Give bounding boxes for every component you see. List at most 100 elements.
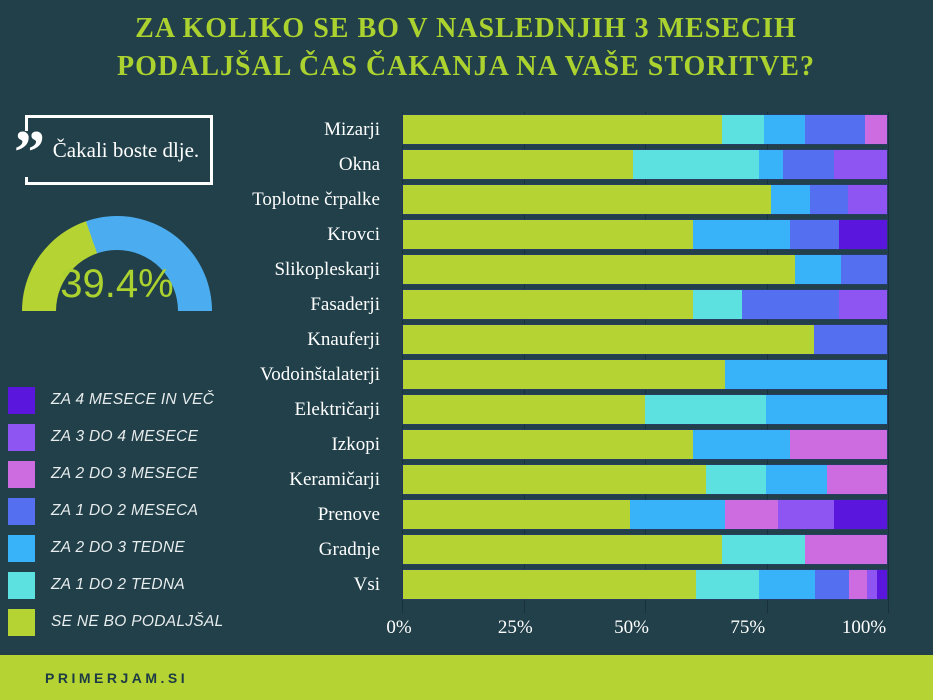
category-label: Gradnje — [318, 538, 380, 560]
bar-segment — [722, 535, 805, 564]
bar-segment — [403, 115, 723, 144]
chart-row: Električarji — [0, 392, 933, 427]
legend-item: ZA 4 MESECE IN VEČ — [8, 386, 224, 414]
chart-row: Krovci — [0, 217, 933, 252]
stacked-bar — [402, 464, 888, 495]
category-label: Krovci — [327, 223, 380, 245]
footer-bar: PRIMERJAM.SI — [0, 655, 933, 700]
bar-segment — [815, 570, 849, 599]
chart-row: Izkopi — [0, 427, 933, 462]
category-label: Toplotne črpalke — [252, 188, 380, 210]
category-label: Prenove — [317, 503, 380, 525]
bar-segment — [804, 115, 866, 144]
bar-segment — [838, 220, 887, 249]
bar-segment — [795, 255, 841, 284]
legend-swatch — [8, 571, 35, 599]
bar-segment — [763, 115, 805, 144]
category-label: Slikopleskarji — [274, 258, 380, 280]
x-axis-tick: 100% — [841, 617, 887, 638]
bar-segment — [790, 220, 839, 249]
chart-row: Mizarji — [0, 112, 933, 147]
gridline — [888, 112, 889, 613]
bar-segment — [865, 115, 887, 144]
category-label: Vsi — [353, 573, 380, 595]
category-label: Okna — [338, 153, 380, 175]
bar-segment — [848, 185, 887, 214]
legend-swatch — [8, 386, 35, 414]
legend-label: ZA 2 DO 3 MESECE — [51, 465, 199, 482]
bar-segment — [759, 570, 816, 599]
bar-segment — [833, 500, 887, 529]
stacked-bar — [402, 219, 888, 250]
bar-segment — [766, 465, 827, 494]
quote-text: Čakali boste dlje. — [52, 138, 200, 162]
stacked-bar — [402, 534, 888, 565]
chart-row: Vsi — [0, 567, 933, 602]
bar-segment — [403, 535, 723, 564]
category-label: Vodoinštalaterji — [260, 363, 380, 385]
chart-row: Toplotne črpalke — [0, 182, 933, 217]
x-axis-tick: 0% — [386, 617, 412, 638]
legend-swatch — [8, 608, 35, 636]
bar-segment — [722, 115, 764, 144]
legend-item: ZA 3 DO 4 MESECE — [8, 423, 224, 451]
bar-segment — [696, 570, 760, 599]
bar-segment — [693, 290, 742, 319]
chart-row: Gradnje — [0, 532, 933, 567]
bar-segment — [841, 255, 887, 284]
legend-item: ZA 2 DO 3 TEDNE — [8, 534, 224, 562]
legend-swatch — [8, 497, 35, 525]
bar-segment — [632, 150, 759, 179]
legend-label: ZA 3 DO 4 MESECE — [51, 428, 199, 445]
bar-segment — [838, 290, 887, 319]
legend-swatch — [8, 534, 35, 562]
bar-segment — [782, 150, 834, 179]
bar-segment — [403, 255, 796, 284]
bar-segment — [403, 570, 697, 599]
bar-segment — [403, 325, 815, 354]
legend-swatch — [8, 423, 35, 451]
legend-swatch — [8, 460, 35, 488]
stacked-bar — [402, 149, 888, 180]
stacked-bar — [402, 429, 888, 460]
bar-segment — [403, 395, 645, 424]
stacked-bar — [402, 184, 888, 215]
category-label: Knauferji — [307, 328, 380, 350]
chart-row: Fasaderji — [0, 287, 933, 322]
legend-label: ZA 1 DO 2 MESECA — [51, 502, 199, 519]
bar-segment — [741, 290, 839, 319]
bar-segment — [866, 570, 878, 599]
quote-box: ” Čakali boste dlje. — [11, 115, 213, 185]
bar-segment — [630, 500, 725, 529]
bar-segment — [403, 360, 725, 389]
bar-segment — [758, 150, 783, 179]
legend-label: ZA 1 DO 2 TEDNA — [51, 576, 185, 593]
legend-label: SE NE BO PODALJŠAL — [51, 613, 224, 630]
legend: ZA 4 MESECE IN VEČ ZA 3 DO 4 MESECE ZA 2 D… — [8, 386, 224, 645]
x-axis-tick: 75% — [730, 617, 766, 638]
stacked-bar — [402, 569, 888, 600]
legend-item: ZA 2 DO 3 MESECE — [8, 460, 224, 488]
brand-logo: PRIMERJAM.SI — [45, 669, 189, 686]
bar-segment — [403, 150, 633, 179]
page-title: ZA KOLIKO SE BO V NASLEDNJIH 3 MESECIH P… — [117, 13, 815, 82]
bar-segment — [848, 570, 867, 599]
chart-row: Slikopleskarji — [0, 252, 933, 287]
bar-segment — [778, 500, 834, 529]
stacked-bar — [402, 394, 888, 425]
bar-segment — [693, 220, 791, 249]
quote-icon: ” — [11, 122, 48, 184]
legend-item: ZA 1 DO 2 TEDNA — [8, 571, 224, 599]
bar-segment — [645, 395, 766, 424]
bar-segment — [403, 500, 631, 529]
x-axis: 0% 25% 50% 75% 100% — [0, 617, 933, 643]
legend-label: ZA 2 DO 3 TEDNE — [51, 539, 185, 556]
category-label: Fasaderji — [310, 293, 380, 315]
bar-segment — [790, 430, 887, 459]
bar-segment — [833, 150, 887, 179]
bar-segment — [814, 325, 887, 354]
legend-label: ZA 4 MESECE IN VEČ — [51, 391, 215, 408]
category-label: Električarji — [294, 398, 380, 420]
x-axis-tick: 25% — [497, 617, 533, 638]
